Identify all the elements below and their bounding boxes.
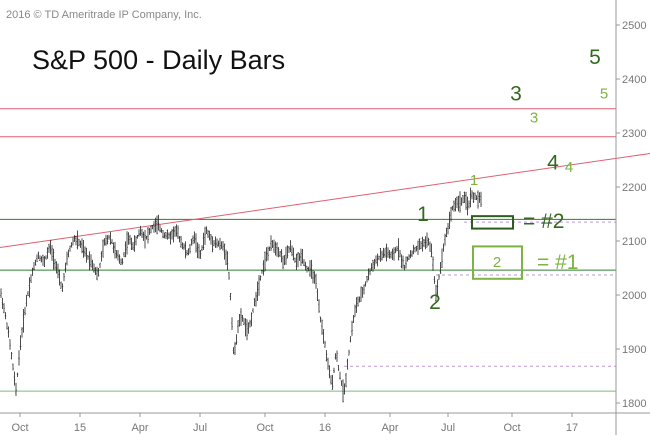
target-box xyxy=(471,215,514,230)
x-tick-label: Oct xyxy=(503,422,520,434)
target-label: = #2 xyxy=(523,210,564,233)
target-label: = #1 xyxy=(537,251,578,274)
wave-label: 4 xyxy=(547,152,559,175)
wave-label: 1 xyxy=(470,172,478,189)
x-tick-label: Apr xyxy=(131,422,148,434)
x-tick-label: 17 xyxy=(566,422,578,434)
price-bars xyxy=(0,187,482,403)
y-tick-label: 2400 xyxy=(622,74,646,86)
target-box xyxy=(472,245,523,280)
y-tick-label: 2200 xyxy=(622,182,646,194)
trendline xyxy=(0,153,650,248)
copyright-text: 2016 © TD Ameritrade IP Company, Inc. xyxy=(6,9,202,21)
annotations: 1 2 3 4 5 1 3 4 5 2 = #2 = #1 xyxy=(417,46,608,314)
wave-label: 4 xyxy=(565,159,573,176)
wave-label: 5 xyxy=(600,85,608,102)
wave-label: 5 xyxy=(589,46,601,69)
wave-label: 2 xyxy=(493,254,501,271)
wave-label: 2 xyxy=(429,291,441,314)
wave-label: 1 xyxy=(417,203,429,226)
x-tick-label: 16 xyxy=(319,422,331,434)
y-tick-label: 2100 xyxy=(622,236,646,248)
x-tick-label: Jul xyxy=(441,422,455,434)
wave-label: 3 xyxy=(530,110,538,127)
y-tick-label: 1900 xyxy=(622,344,646,356)
y-tick-label: 2500 xyxy=(622,20,646,32)
x-tick-label: 15 xyxy=(74,422,86,434)
y-tick-label: 2300 xyxy=(622,128,646,140)
x-tick-label: Apr xyxy=(381,422,398,434)
y-tick-label: 2000 xyxy=(622,290,646,302)
reference-lines xyxy=(0,108,650,392)
wave-label: 3 xyxy=(510,83,522,106)
y-tick-label: 1800 xyxy=(622,398,646,410)
chart-title: S&P 500 - Daily Bars xyxy=(32,45,285,75)
x-tick-label: Oct xyxy=(11,422,28,434)
x-tick-label: Jul xyxy=(193,422,207,434)
x-tick-label: Oct xyxy=(256,422,273,434)
